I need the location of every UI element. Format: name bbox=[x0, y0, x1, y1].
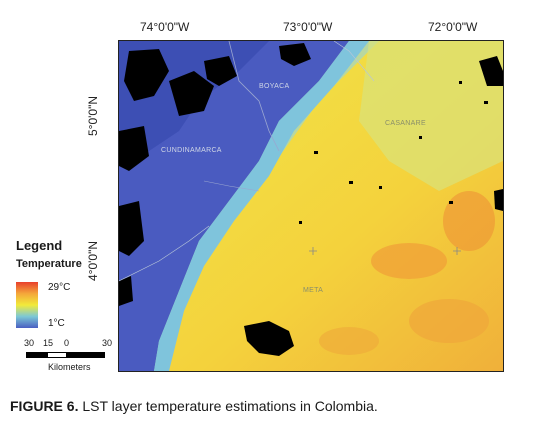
scale-number: 15 bbox=[43, 338, 54, 348]
scale-segment bbox=[26, 352, 47, 358]
legend-high-label: 29°C bbox=[48, 282, 71, 293]
lat-tick-5n: 5°0'0"N bbox=[86, 95, 100, 137]
place-label-meta: META bbox=[303, 287, 324, 294]
place-label-casanare: CASANARE bbox=[385, 120, 426, 127]
temperature-map: BOYACA CASANARE CUNDINAMARCA META bbox=[118, 40, 504, 372]
caption-text: LST layer temperature estimations in Col… bbox=[78, 398, 378, 414]
legend-low-label: 1°C bbox=[48, 318, 65, 329]
scale-number: 30 bbox=[24, 338, 35, 348]
scale-segment bbox=[67, 352, 105, 358]
map-raster bbox=[119, 41, 503, 371]
lon-tick-74w: 74°0'0"W bbox=[140, 20, 190, 34]
place-label-cundinamarca: CUNDINAMARCA bbox=[161, 147, 222, 154]
temperature-color-ramp bbox=[16, 282, 38, 328]
place-label-boyaca: BOYACA bbox=[259, 83, 290, 90]
scale-segment bbox=[47, 352, 67, 358]
legend-subtitle: Temperature bbox=[16, 258, 82, 270]
caption-label: FIGURE 6. bbox=[10, 398, 79, 414]
lon-tick-72w: 72°0'0"W bbox=[428, 20, 478, 34]
legend-title: Legend bbox=[16, 238, 63, 253]
scale-number: 30 bbox=[102, 338, 113, 348]
scale-number: 0 bbox=[64, 338, 70, 348]
lon-tick-73w: 73°0'0"W bbox=[283, 20, 333, 34]
legend: Legend Temperature bbox=[16, 238, 116, 270]
scale-unit: Kilometers bbox=[48, 362, 91, 372]
figure-caption: FIGURE 6. LST layer temperature estimati… bbox=[10, 398, 378, 414]
